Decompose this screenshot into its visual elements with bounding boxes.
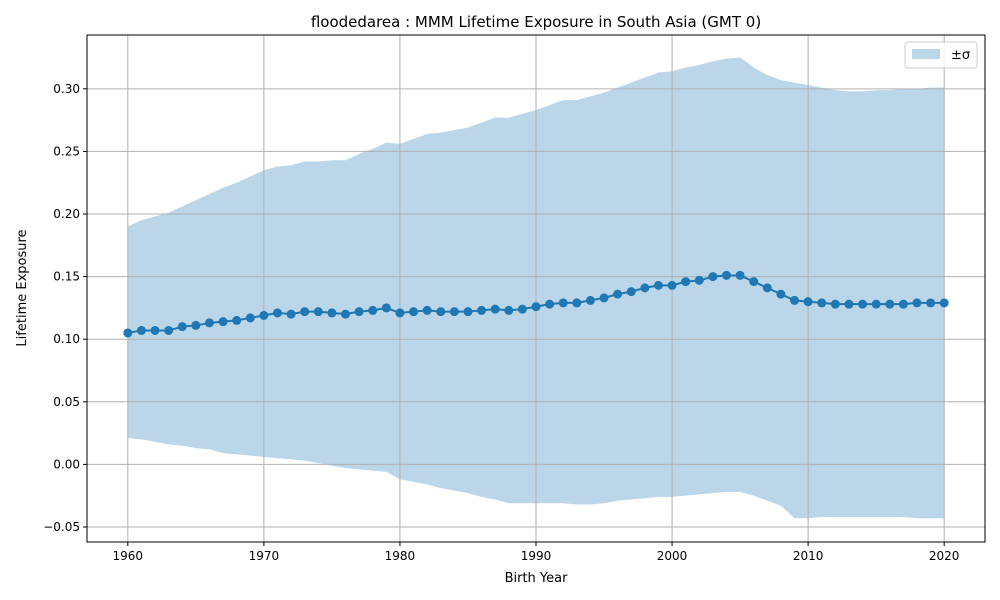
mean-point [381,303,391,313]
mean-point [871,299,881,309]
mean-point [572,298,582,308]
x-tick-label: 1970 [249,549,280,563]
mean-point [776,289,786,299]
mean-point [395,308,405,318]
mean-point [694,275,704,285]
mean-point [232,315,242,325]
mean-point [449,307,459,317]
mean-point [912,298,922,308]
mean-point [844,299,854,309]
x-tick-label: 2010 [793,549,824,563]
legend-label: ±σ [951,48,970,63]
mean-point [626,287,636,297]
mean-point [667,280,677,290]
grid-layer [87,35,985,542]
mean-point [164,325,174,335]
y-axis-label: Lifetime Exposure [15,229,30,346]
mean-point [830,299,840,309]
y-tick-label: 0.20 [53,207,80,221]
mean-point [708,272,718,282]
mean-point [558,298,568,308]
chart-title: floodedarea : MMM Lifetime Exposure in S… [311,13,761,31]
mean-point [885,299,895,309]
x-tick-label: 1960 [113,549,144,563]
y-tick-label: 0.05 [53,395,80,409]
mean-point [613,289,623,299]
mean-point [218,317,228,327]
mean-point [858,299,868,309]
mean-point [286,309,296,319]
mean-point [313,307,323,317]
mean-point [531,302,541,312]
mean-point [177,322,187,332]
mean-point [653,280,663,290]
legend: ±σ [904,41,978,69]
x-tick-label: 1990 [521,549,552,563]
mean-point [599,293,609,303]
mean-point [749,277,759,287]
legend-box [904,41,978,69]
mean-point [939,298,949,308]
mean-point [245,313,255,323]
x-tick-label: 1980 [385,549,416,563]
mean-point [490,304,500,314]
y-tick-label: 0.10 [53,332,80,346]
mean-point [681,277,691,287]
mean-point [436,307,446,317]
mean-point [354,307,364,317]
mean-point [259,310,269,320]
mean-point [803,297,813,307]
mean-point [204,318,214,328]
mean-point [762,283,772,293]
mean-point [136,325,146,335]
mean-point [341,309,351,319]
mean-point [191,320,201,330]
mean-point [150,325,160,335]
mean-point [300,307,310,317]
y-tick-label: 0.30 [53,82,80,96]
mean-point [327,308,337,318]
mean-point [368,305,378,315]
mean-point [123,328,133,338]
mean-point [477,305,487,315]
mean-point [272,308,282,318]
y-tick-label: −0.05 [43,520,80,534]
mean-point [790,295,800,305]
mean-point [817,298,827,308]
mean-points-layer [123,270,949,338]
mean-point [640,283,650,293]
y-axis-ticks: −0.05 0.00 0.05 0.10 0.15 0.20 0.25 0.30 [43,82,87,534]
mean-point [409,307,419,317]
mean-point [735,270,745,280]
x-tick-label: 2020 [929,549,960,563]
x-tick-label: 2000 [657,549,688,563]
mean-point [721,270,731,280]
x-axis-ticks: 1960 1970 1980 1990 2000 2010 2020 [113,542,960,563]
mean-point [545,299,555,309]
mean-point [898,299,908,309]
y-tick-label: 0.15 [53,270,80,284]
y-tick-label: 0.00 [53,457,80,471]
mean-point [926,298,936,308]
legend-swatch [912,49,940,59]
x-axis-label: Birth Year [505,571,569,586]
y-tick-label: 0.25 [53,144,80,158]
mean-point [585,295,595,305]
mean-point [517,304,527,314]
mean-point [422,305,432,315]
mean-point [463,307,473,317]
mean-point [504,305,514,315]
